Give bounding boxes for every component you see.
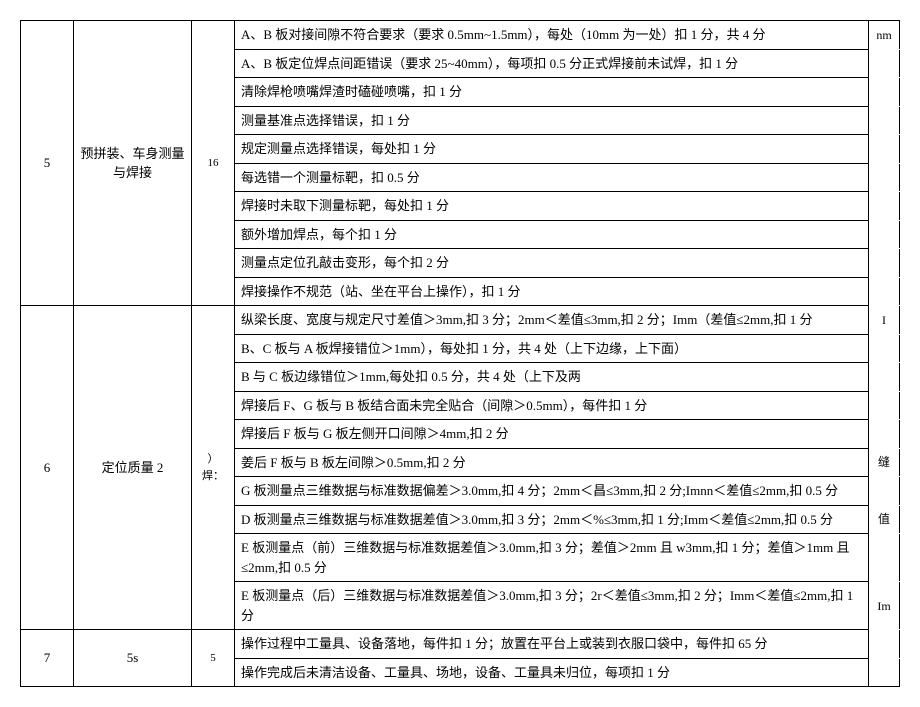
row7-extra-0 — [869, 630, 900, 659]
row6-detail-3: 焊接后 F、G 板与 B 板结合面未完全贴合（间隙＞0.5mm），每件扣 1 分 — [235, 391, 869, 420]
row7-extra-1 — [869, 658, 900, 687]
row6-extra-7: 值 — [869, 505, 900, 534]
row6-detail-7: D 板测量点三维数据与标准数据差值＞3.0mm,扣 3 分；2mm＜%≤3mm,… — [235, 505, 869, 534]
row5-detail-8: 测量点定位孔敲击变形，每个扣 2 分 — [235, 249, 869, 278]
row6-extra-9: Im — [869, 582, 900, 630]
row7-pts: 5 — [192, 630, 235, 687]
row6-extra-4 — [869, 420, 900, 449]
row5-detail-3: 测量基准点选择错误，扣 1 分 — [235, 106, 869, 135]
row6-detail-8: E 板测量点（前）三维数据与标准数据差值＞3.0mm,扣 3 分；差值＞2mm … — [235, 534, 869, 582]
row5-extra-4 — [869, 135, 900, 164]
row5-detail-0: A、B 板对接间隙不符合要求（要求 0.5mm~1.5mm），每处（10mm 为… — [235, 21, 869, 50]
row6-name: 定位质量 2 — [74, 306, 192, 630]
row6-pts: ）焊： — [192, 306, 235, 630]
row6-detail-9: E 板测量点（后）三维数据与标准数据差值＞3.0mm,扣 3 分；2r＜差值≤3… — [235, 582, 869, 630]
row6-detail-4: 焊接后 F 板与 G 板左侧开口间隙＞4mm,扣 2 分 — [235, 420, 869, 449]
row7-num: 7 — [21, 630, 74, 687]
row6-detail-0: 纵梁长度、宽度与规定尺寸差值＞3mm,扣 3 分；2mm＜差值≤3mm,扣 2 … — [235, 306, 869, 335]
row5-extra-2 — [869, 78, 900, 107]
row5-detail-6: 焊接时未取下测量标靶，每处扣 1 分 — [235, 192, 869, 221]
row5-extra-3 — [869, 106, 900, 135]
row6-extra-2 — [869, 363, 900, 392]
row7-detail-0: 操作过程中工量具、设备落地，每件扣 1 分；放置在平台上或装到衣服口袋中，每件扣… — [235, 630, 869, 659]
row5-extra-9 — [869, 277, 900, 306]
row5-pts: 16 — [192, 21, 235, 306]
row5-detail-4: 规定测量点选择错误，每处扣 1 分 — [235, 135, 869, 164]
row5-extra-6 — [869, 192, 900, 221]
row7-name: 5s — [74, 630, 192, 687]
row5-detail-2: 清除焊枪喷嘴焊渣时磕碰喷嘴，扣 1 分 — [235, 78, 869, 107]
row6-extra-5: 缝 — [869, 448, 900, 477]
row5-extra-7 — [869, 220, 900, 249]
row6-detail-5: 姜后 F 板与 B 板左间隙＞0.5mm,扣 2 分 — [235, 448, 869, 477]
row6-num: 6 — [21, 306, 74, 630]
row6-extra-0: I — [869, 306, 900, 335]
row6-extra-6 — [869, 477, 900, 506]
row6-detail-1: B、C 板与 A 板焊接错位＞1mm），每处扣 1 分，共 4 处（上下边缘，上… — [235, 334, 869, 363]
row5-detail-1: A、B 板定位焊点间距错误（要求 25~40mm），每项扣 0.5 分正式焊接前… — [235, 49, 869, 78]
row5-name: 预拼装、车身测量与焊接 — [74, 21, 192, 306]
row6-extra-1 — [869, 334, 900, 363]
row5-extra-1 — [869, 49, 900, 78]
row5-detail-5: 每选错一个测量标靶，扣 0.5 分 — [235, 163, 869, 192]
row5-detail-9: 焊接操作不规范（站、坐在平台上操作），扣 1 分 — [235, 277, 869, 306]
row6-detail-2: B 与 C 板边缘错位＞1mm,每处扣 0.5 分，共 4 处（上下及两 — [235, 363, 869, 392]
page-root: 5 预拼装、车身测量与焊接 16 A、B 板对接间隙不符合要求（要求 0.5mm… — [20, 20, 900, 687]
grading-table: 5 预拼装、车身测量与焊接 16 A、B 板对接间隙不符合要求（要求 0.5mm… — [20, 20, 900, 687]
row7-detail-1: 操作完成后未清洁设备、工量具、场地，设备、工量具未归位，每项扣 1 分 — [235, 658, 869, 687]
row5-num: 5 — [21, 21, 74, 306]
row5-extra-0: nm — [869, 21, 900, 50]
row6-extra-8 — [869, 534, 900, 582]
row6-extra-3 — [869, 391, 900, 420]
row6-detail-6: G 板测量点三维数据与标准数据偏差＞3.0mm,扣 4 分；2mm＜昌≤3mm,… — [235, 477, 869, 506]
row5-detail-7: 额外增加焊点，每个扣 1 分 — [235, 220, 869, 249]
row5-extra-5 — [869, 163, 900, 192]
row5-extra-8 — [869, 249, 900, 278]
